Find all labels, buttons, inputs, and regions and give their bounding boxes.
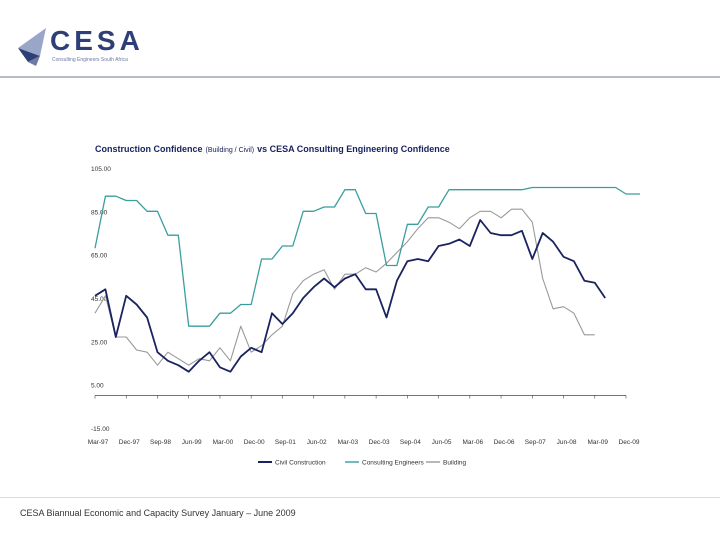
header-divider xyxy=(0,76,720,78)
x-tick-label: Mar-97 xyxy=(88,439,109,446)
footer-text: CESA Biannual Economic and Capacity Surv… xyxy=(20,508,296,518)
legend-label-building: Building xyxy=(443,460,467,467)
slide-header: CESA Consulting Engineers South Africa xyxy=(0,0,720,77)
x-tick-label: Mar-03 xyxy=(338,439,359,446)
x-tick-label: Dec-09 xyxy=(619,439,640,446)
x-tick-label: Jun-99 xyxy=(182,439,202,446)
x-tick-label: Mar-06 xyxy=(463,439,484,446)
x-tick-label: Dec-03 xyxy=(369,439,390,446)
x-tick-label: Dec-06 xyxy=(494,439,515,446)
chart-legend: Civil Construction Consulting Engineers Bu… xyxy=(258,460,467,467)
legend-label-civil: Civil Construction xyxy=(275,460,326,467)
series-line-civil xyxy=(94,219,606,373)
x-tick-label: Sep-07 xyxy=(525,439,546,446)
logo-tagline: Consulting Engineers South Africa xyxy=(52,57,128,63)
footer-divider xyxy=(0,497,720,498)
x-tick-label: Jun-05 xyxy=(432,439,452,446)
x-tick-label: Jun-08 xyxy=(557,439,577,446)
y-tick-label: 45.00 xyxy=(91,296,108,303)
y-tick-label: 85.00 xyxy=(91,209,108,216)
cesa-logo-icon xyxy=(18,28,46,66)
y-tick-label: 65.00 xyxy=(91,253,108,260)
legend-label-consulting: Consulting Engineers xyxy=(362,460,425,467)
logo-text: CESA xyxy=(50,25,144,56)
plot-area: 105.00 85.00 65.00 45.00 25.00 5.00 -15.00 Mar-… xyxy=(88,166,640,446)
y-tick-label: 5.00 xyxy=(91,383,104,390)
series-line-consulting xyxy=(94,186,640,327)
x-tick-label: Dec-97 xyxy=(119,439,140,446)
confidence-line-chart: Construction Confidence (Building / Civil… xyxy=(88,144,640,467)
x-tick-label: Sep-98 xyxy=(150,439,171,446)
x-tick-label: Mar-09 xyxy=(587,439,608,446)
series-line-building xyxy=(94,208,595,366)
y-tick-label: -15.00 xyxy=(91,426,110,433)
y-tick-label: 25.00 xyxy=(91,339,108,346)
x-tick-label: Jun-02 xyxy=(307,439,327,446)
y-tick-label: 105.00 xyxy=(91,166,111,173)
x-tick-label: Dec-00 xyxy=(244,439,265,446)
x-tick-label: Mar-00 xyxy=(213,439,234,446)
x-tick-label: Sep-01 xyxy=(275,439,296,446)
x-tick-label: Sep-04 xyxy=(400,439,421,446)
chart-title: Construction Confidence (Building / Civil… xyxy=(95,144,450,154)
